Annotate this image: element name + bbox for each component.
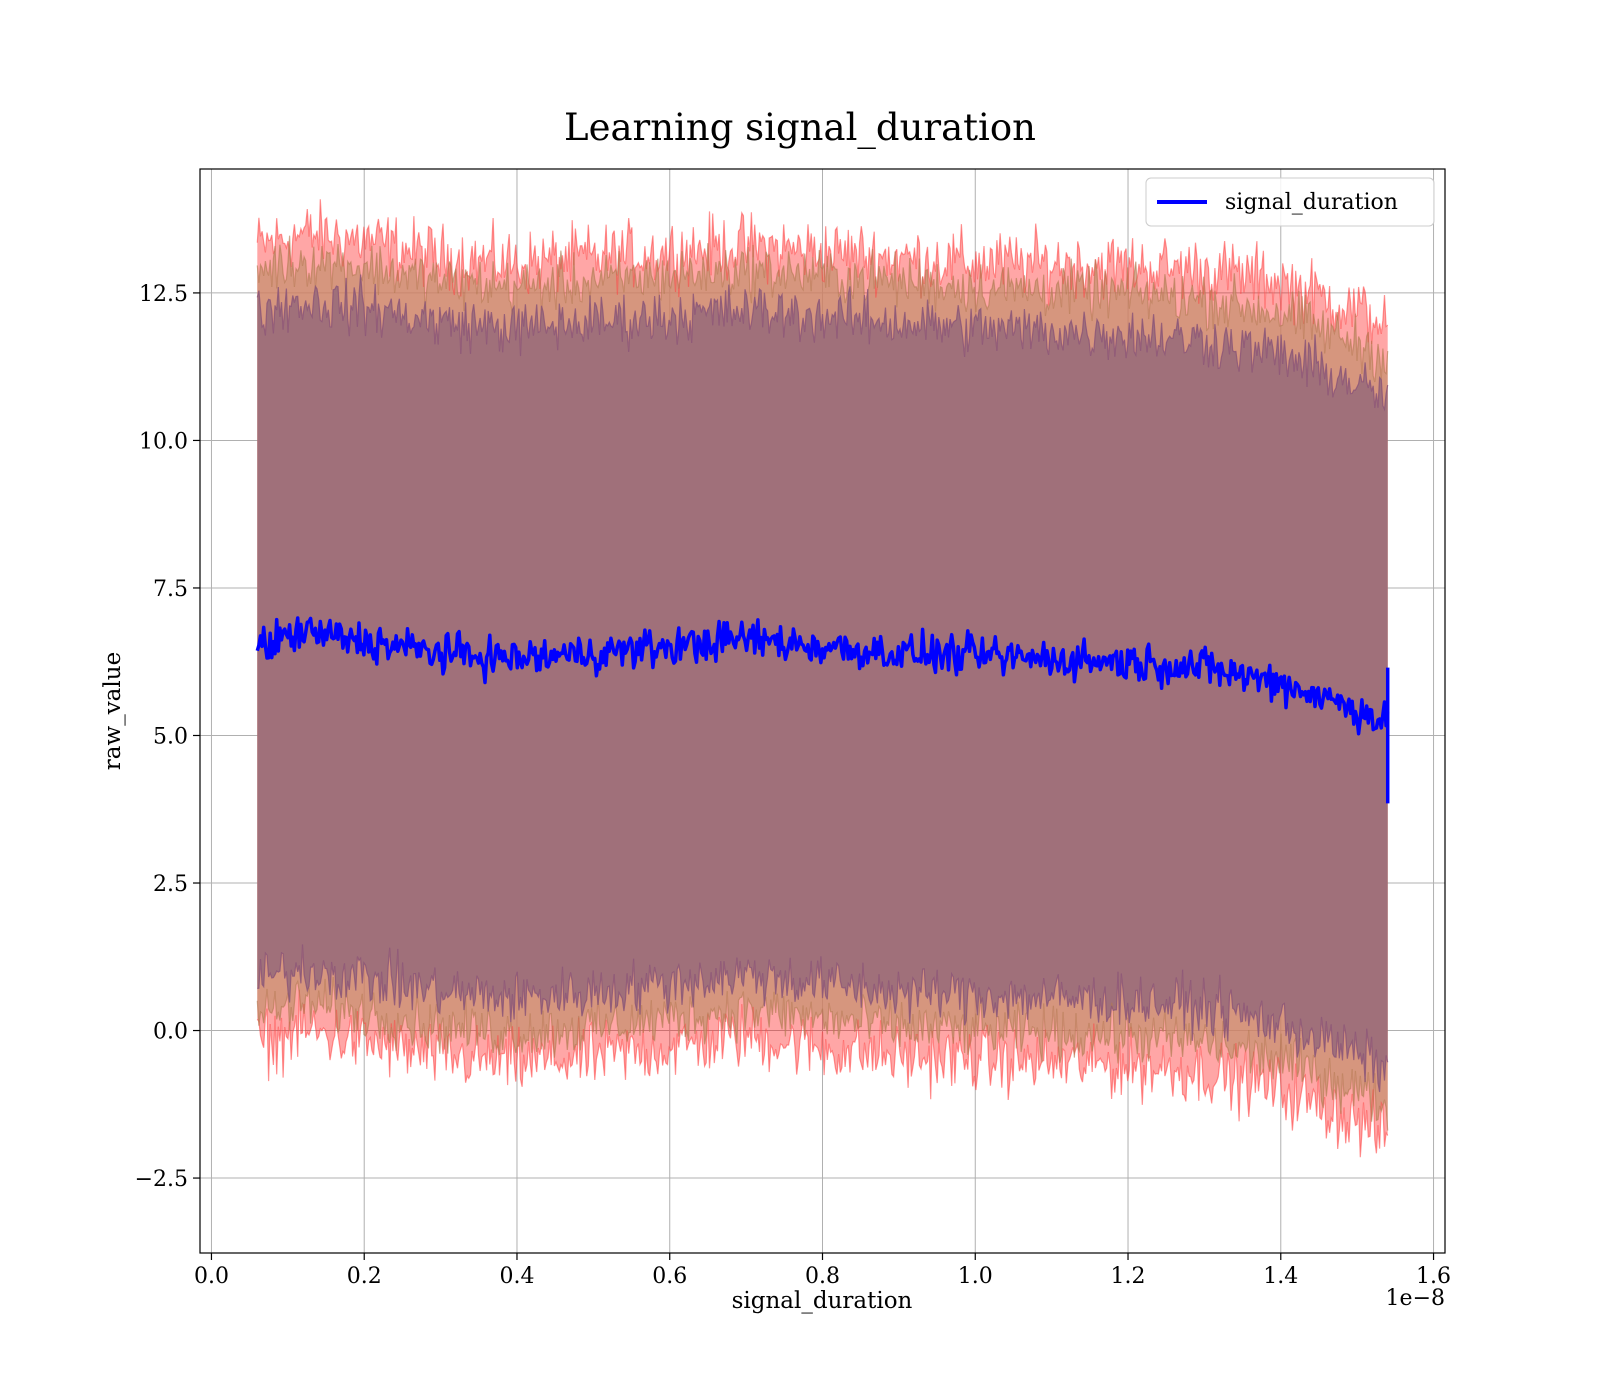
confidence-bands	[256, 199, 1389, 1158]
y-axis-ticks: −2.5 0.0 2.5 5.0 7.5 10.0 12.5	[135, 282, 200, 1192]
x-tick-label: 1.4	[1263, 1264, 1298, 1289]
band-edge-line	[256, 989, 1389, 1158]
x-tick-label: 0.0	[194, 1264, 229, 1289]
series-lines	[255, 616, 1390, 804]
y-tick-label: 0.0	[153, 1020, 188, 1045]
inner-band	[257, 274, 1388, 1092]
legend-box	[1145, 177, 1435, 227]
x-tick-label: 0.8	[805, 1264, 840, 1289]
y-tick-label: −2.5	[135, 1167, 188, 1192]
legend: signal_duration	[1145, 177, 1435, 227]
x-axis-offset-label: 1e−8	[1386, 1286, 1445, 1311]
band-edge-line	[256, 199, 1389, 345]
x-axis-label: signal_duration	[732, 1288, 913, 1314]
series-line-signal-duration	[255, 616, 1390, 736]
band-edge-line	[256, 976, 1389, 1131]
y-tick-label: 10.0	[139, 429, 188, 454]
legend-label-signal-duration: signal_duration	[1225, 190, 1398, 215]
x-tick-label: 0.2	[347, 1264, 382, 1289]
x-tick-label: 1.2	[1111, 1264, 1146, 1289]
x-tick-label: 1.6	[1416, 1264, 1451, 1289]
chart-title: Learning signal_duration	[564, 106, 1036, 150]
x-axis-ticks: 0.0 0.2 0.4 0.6 0.8 1.0 1.2 1.4 1.6	[194, 1253, 1451, 1289]
x-tick-label: 0.6	[652, 1264, 687, 1289]
band-edge-line	[256, 274, 1389, 412]
y-tick-label: 7.5	[153, 577, 188, 602]
y-tick-label: 5.0	[153, 724, 188, 749]
x-tick-label: 1.0	[958, 1264, 993, 1289]
band-edge-line	[256, 235, 1389, 383]
band-edge-line	[257, 944, 1389, 1093]
y-tick-label: 12.5	[139, 282, 188, 307]
x-tick-label: 0.4	[499, 1264, 534, 1289]
y-axis-label: raw_value	[100, 652, 126, 770]
y-tick-label: 2.5	[153, 872, 188, 897]
